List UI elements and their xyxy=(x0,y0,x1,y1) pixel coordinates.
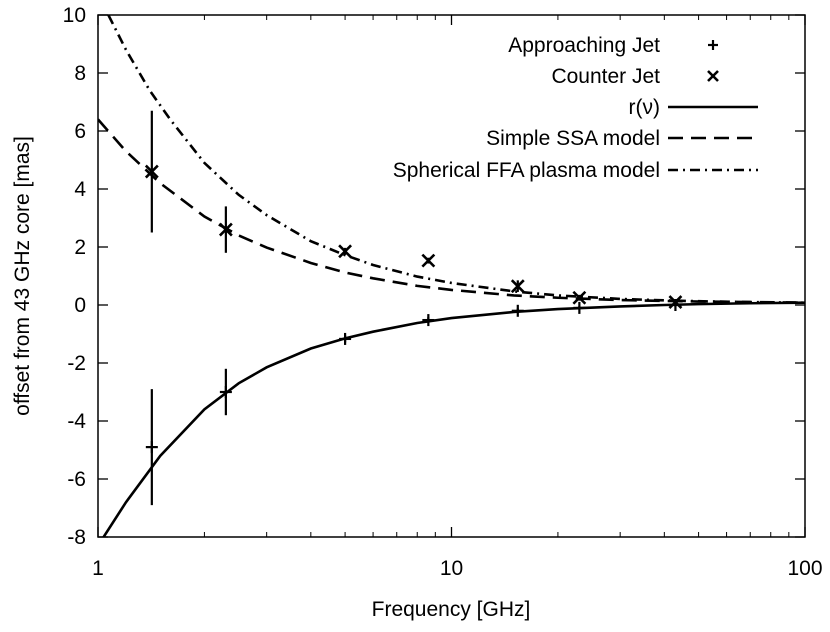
plot-frame xyxy=(97,14,806,538)
cross-marker-b xyxy=(144,164,159,179)
y-tick-label: 4 xyxy=(74,178,86,201)
plot-area xyxy=(98,15,805,537)
y-tick-label: 6 xyxy=(74,120,86,143)
y-tick-label: -4 xyxy=(67,410,86,433)
legend-label-0: Approaching Jet xyxy=(508,34,660,57)
x-tick-label: 10 xyxy=(440,557,463,580)
y-tick-label: -6 xyxy=(67,468,86,491)
data-point-0-2 xyxy=(339,332,352,345)
series-line-3 xyxy=(98,118,805,304)
cross-marker-b xyxy=(510,279,525,294)
y-tick-label: 8 xyxy=(74,62,86,85)
legend-label-1: Counter Jet xyxy=(551,65,660,88)
data-point-1-2 xyxy=(338,244,353,259)
y-tick-label: 0 xyxy=(74,294,86,317)
legend-label-3: Simple SSA model xyxy=(486,127,660,150)
cross-marker-b xyxy=(421,253,436,268)
legend-cross-marker-b xyxy=(707,70,719,82)
legend: Approaching Jet Counter Jet r(ν) Simple SSA… xyxy=(393,34,758,182)
y-tick-label: -2 xyxy=(67,352,86,375)
y-tick-label: 2 xyxy=(74,236,86,259)
data-point-0-1 xyxy=(219,368,232,416)
series-line-4 xyxy=(107,15,805,304)
legend-label-2: r(ν) xyxy=(629,96,660,119)
legend-label-4: Spherical FFA plasma model xyxy=(393,159,660,182)
x-tick-label: 100 xyxy=(787,557,822,580)
cross-marker-b xyxy=(338,244,353,259)
data-point-0-5 xyxy=(573,301,586,314)
data-point-1-1 xyxy=(218,206,233,253)
axes: -8 -6 -4 -2 0 2 4 6 8 10 1 10 100 Frequency [GHz] offs… xyxy=(11,4,823,621)
data-point-1-6 xyxy=(668,295,683,310)
y-tick-label: 10 xyxy=(63,4,86,27)
data-point-1-4 xyxy=(510,279,525,294)
cross-marker-b xyxy=(218,222,233,237)
cross-marker-b xyxy=(668,295,683,310)
y-axis-label: offset from 43 GHz core [mas] xyxy=(11,136,34,416)
x-tick-label: 1 xyxy=(92,557,104,580)
cross-marker-b xyxy=(572,290,587,305)
data-point-0-4 xyxy=(511,304,524,317)
data-point-1-0 xyxy=(144,110,159,233)
data-point-1-5 xyxy=(572,290,587,305)
data-point-1-3 xyxy=(421,253,436,268)
y-tick-label: -8 xyxy=(67,526,86,549)
data-point-0-3 xyxy=(422,314,435,327)
x-axis-label: Frequency [GHz] xyxy=(372,598,531,621)
data-point-0-0 xyxy=(145,389,158,506)
series-line-2 xyxy=(102,301,805,537)
